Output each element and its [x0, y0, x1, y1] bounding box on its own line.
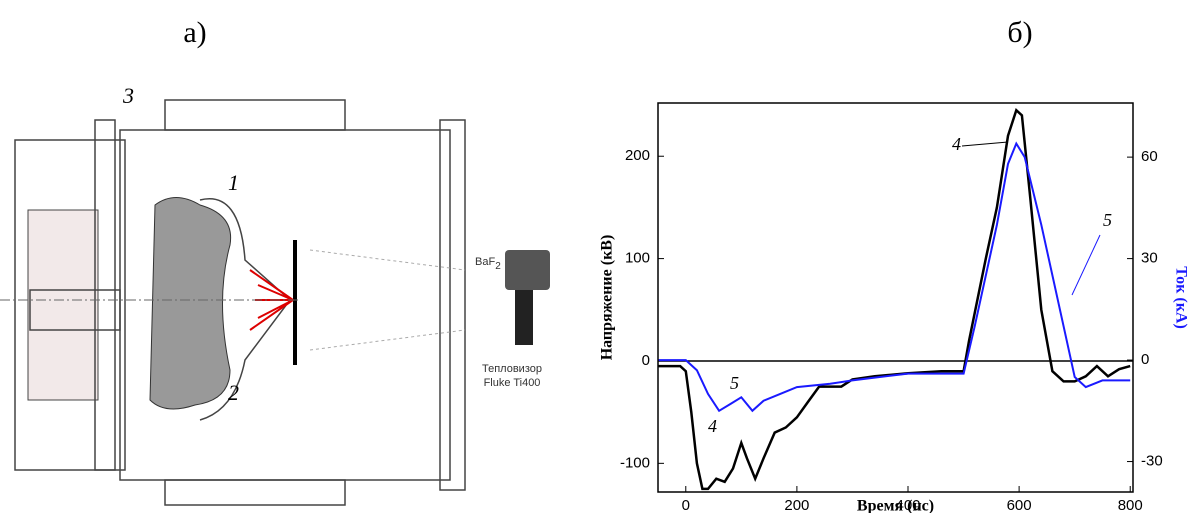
camera-label: Fluke Ti400 — [484, 377, 541, 389]
camera — [505, 250, 550, 290]
panel-label: а) — [183, 16, 206, 49]
part-label: 3 — [122, 83, 134, 108]
y2-tick-label: 60 — [1141, 148, 1158, 165]
x-tick-label: 200 — [784, 497, 809, 513]
window-label: BaF2 — [475, 256, 501, 272]
annotation: 4 — [952, 134, 961, 154]
part-label: 2 — [228, 380, 239, 405]
y-tick-label: 200 — [625, 147, 650, 164]
camera-label: Тепловизор — [482, 363, 542, 375]
cathode — [150, 198, 231, 410]
x-axis-label: Время (нс) — [857, 498, 934, 513]
y2-tick-label: 30 — [1141, 250, 1158, 267]
x-tick-label: 600 — [1007, 497, 1032, 513]
annotation: 5 — [730, 373, 739, 393]
arrow — [1072, 235, 1100, 295]
part-label: 1 — [228, 170, 239, 195]
x-tick-label: 0 — [682, 497, 690, 513]
window-text: BaF — [475, 256, 495, 268]
series-line — [658, 110, 1130, 489]
y2-axis-label: Ток (кА) — [1172, 266, 1189, 329]
insulator — [28, 210, 98, 400]
figure: а) б) 3 1 2 BaF2 Тепловизор Fluke Ti400 … — [0, 0, 1190, 513]
flange — [440, 120, 465, 490]
port-top — [165, 100, 345, 130]
y2-tick-label: 0 — [1141, 351, 1149, 368]
port-bottom — [165, 480, 345, 505]
y-tick-label: 0 — [642, 352, 650, 369]
y-axis-label: Напряжение (кВ) — [599, 235, 616, 361]
plot-frame — [658, 103, 1133, 492]
arrow — [962, 142, 1008, 146]
x-tick-label: 800 — [1118, 497, 1143, 513]
diagram: 3 1 2 BaF2 Тепловизор Fluke Ti400 — [0, 83, 550, 505]
annotation: 4 — [708, 416, 717, 436]
camera-grip — [515, 290, 533, 345]
annotation: 5 — [1103, 210, 1112, 230]
view-lines — [310, 250, 465, 350]
y-tick-label: -100 — [620, 454, 650, 471]
series-line — [658, 144, 1130, 411]
window-sub: 2 — [495, 261, 501, 272]
y2-tick-label: -30 — [1141, 453, 1163, 470]
panel-label: б) — [1007, 16, 1032, 49]
y-tick-label: 100 — [625, 250, 650, 267]
